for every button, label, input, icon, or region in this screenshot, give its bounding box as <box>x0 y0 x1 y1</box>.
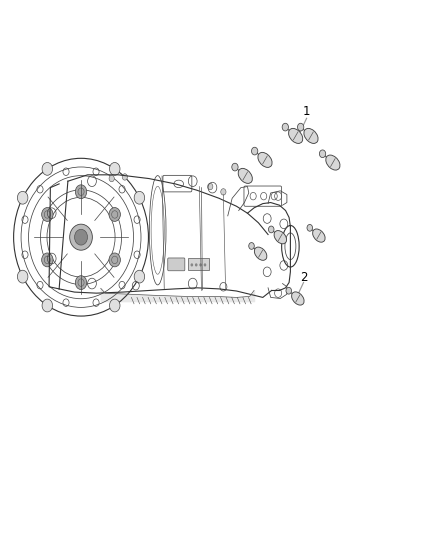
Circle shape <box>251 147 258 155</box>
Circle shape <box>199 263 202 266</box>
Circle shape <box>297 123 304 131</box>
Circle shape <box>249 243 254 249</box>
Circle shape <box>42 299 53 312</box>
Circle shape <box>208 183 213 190</box>
Ellipse shape <box>274 231 286 244</box>
Circle shape <box>42 207 53 221</box>
Circle shape <box>75 185 87 199</box>
Circle shape <box>221 189 226 195</box>
Circle shape <box>319 150 326 158</box>
Text: 2: 2 <box>300 271 307 284</box>
Circle shape <box>74 229 88 245</box>
Circle shape <box>134 270 145 283</box>
Circle shape <box>42 163 53 175</box>
Ellipse shape <box>258 152 272 167</box>
Circle shape <box>268 226 274 233</box>
Circle shape <box>195 263 198 266</box>
Circle shape <box>42 253 53 267</box>
Ellipse shape <box>70 224 92 250</box>
Circle shape <box>307 224 313 231</box>
Circle shape <box>232 163 238 171</box>
Ellipse shape <box>238 168 252 183</box>
Ellipse shape <box>304 128 318 143</box>
Ellipse shape <box>313 229 325 242</box>
Circle shape <box>204 263 206 266</box>
Circle shape <box>282 123 289 131</box>
Circle shape <box>122 174 127 180</box>
Ellipse shape <box>326 155 340 170</box>
Circle shape <box>18 270 28 283</box>
Circle shape <box>110 299 120 312</box>
Ellipse shape <box>254 247 267 260</box>
Circle shape <box>75 276 87 289</box>
Circle shape <box>134 191 145 204</box>
FancyBboxPatch shape <box>168 258 185 271</box>
FancyBboxPatch shape <box>188 258 209 270</box>
Circle shape <box>109 253 120 267</box>
Ellipse shape <box>292 292 304 305</box>
Circle shape <box>109 207 120 221</box>
Text: 1: 1 <box>303 106 311 118</box>
Circle shape <box>286 287 292 294</box>
Circle shape <box>18 191 28 204</box>
Circle shape <box>191 263 193 266</box>
Circle shape <box>110 163 120 175</box>
Ellipse shape <box>289 128 303 143</box>
Circle shape <box>109 175 114 182</box>
